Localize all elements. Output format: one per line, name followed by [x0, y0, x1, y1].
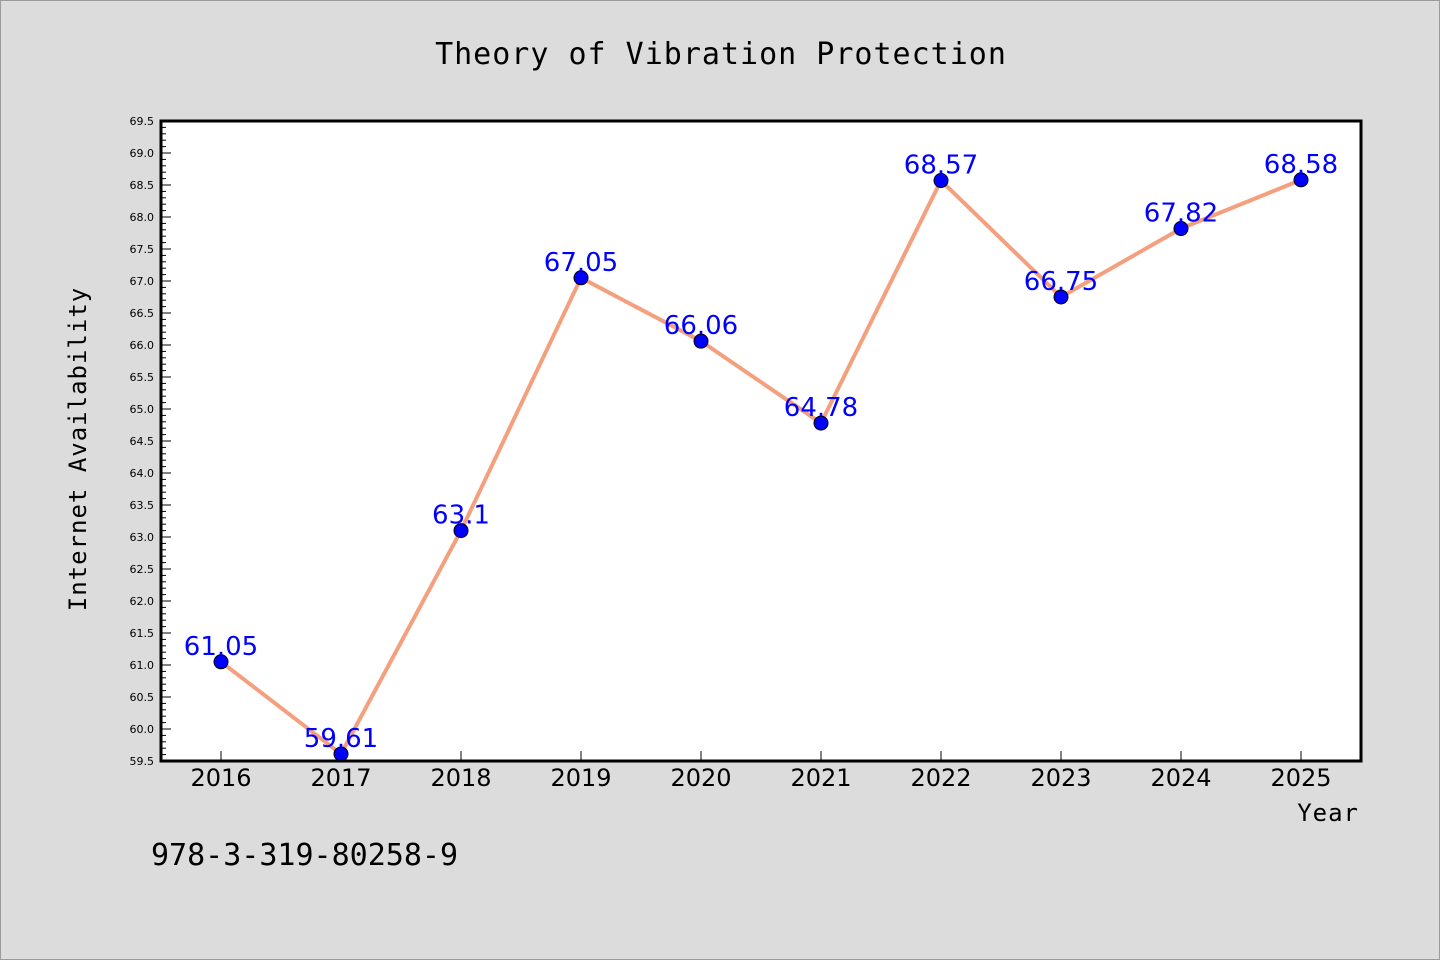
- x-tick-label: 2019: [550, 764, 611, 792]
- y-tick-label: 69.5: [130, 115, 155, 128]
- x-axis: 2016 2017 2018 2019 2020 2021 2022 2023 2024 2025: [190, 751, 1332, 792]
- y-axis-label: Internet Availability: [64, 287, 92, 611]
- plot-frame: [159, 119, 1363, 763]
- x-tick-label: 2016: [190, 764, 251, 792]
- data-point: [573, 270, 589, 286]
- y-tick-label: 67.0: [130, 275, 155, 288]
- y-tick-label: 64.0: [130, 467, 155, 480]
- data-point: [1173, 221, 1189, 237]
- x-tick-label: 2018: [430, 764, 491, 792]
- y-tick-label: 67.5: [130, 243, 155, 256]
- x-tick-label: 2021: [790, 764, 851, 792]
- x-tick-label: 2017: [310, 764, 371, 792]
- data-label: 64.78: [784, 393, 858, 423]
- x-axis-label: Year: [1297, 799, 1359, 827]
- y-tick-label: 68.5: [130, 179, 155, 192]
- y-tick-label: 61.0: [130, 659, 155, 672]
- y-tick-label: 65.5: [130, 371, 155, 384]
- data-label: 67.05: [544, 248, 618, 278]
- data-point: [813, 415, 829, 431]
- data-label: 63.1: [432, 501, 490, 531]
- y-tick-label: 66.5: [130, 307, 155, 320]
- y-tick-label: 65.0: [130, 403, 155, 416]
- y-axis: 59.5 60.0 60.5 61.0 61.5 62.0 62.5 63.0 63.5 64.0…: [130, 115, 171, 768]
- data-point: [453, 523, 469, 539]
- data-label: 61.05: [184, 632, 258, 662]
- data-label: 68.57: [904, 151, 978, 181]
- isbn-label: 978-3-319-80258-9: [151, 838, 458, 873]
- y-tick-label: 62.0: [130, 595, 155, 608]
- plot-area: [161, 121, 1361, 761]
- y-tick-label: 62.5: [130, 563, 155, 576]
- series-line: [219, 177, 1303, 756]
- y-tick-label: 59.5: [130, 755, 155, 768]
- chart-title: Theory of Vibration Protection: [435, 37, 1007, 72]
- data-label: 59.61: [304, 724, 378, 754]
- data-point: [213, 654, 229, 670]
- data-point: [1293, 172, 1309, 188]
- y-tick-label: 64.5: [130, 435, 155, 448]
- x-tick-label: 2023: [1030, 764, 1091, 792]
- y-tick-label: 61.5: [130, 627, 155, 640]
- x-tick-label: 2024: [1150, 764, 1211, 792]
- data-point: [1053, 289, 1069, 305]
- y-tick-label: 66.0: [130, 339, 155, 352]
- data-label: 68.58: [1264, 150, 1338, 180]
- x-tick-label: 2025: [1270, 764, 1331, 792]
- y-tick-label: 63.0: [130, 531, 155, 544]
- y-tick-label: 69.0: [130, 147, 155, 160]
- data-label: 67.82: [1144, 199, 1218, 229]
- data-point: [933, 173, 949, 189]
- y-tick-label: 63.5: [130, 499, 155, 512]
- x-tick-label: 2022: [910, 764, 971, 792]
- y-tick-label: 60.5: [130, 691, 155, 704]
- data-label: 66.75: [1024, 267, 1098, 297]
- x-tick-label: 2020: [670, 764, 731, 792]
- data-point: [693, 333, 709, 349]
- series-layer: 61.05 59.61 63.1 67.05 66.06 64.78 68.57 66.75 6…: [184, 150, 1338, 762]
- y-tick-label: 68.0: [130, 211, 155, 224]
- data-label: 66.06: [664, 311, 738, 341]
- y-tick-label: 60.0: [130, 723, 155, 736]
